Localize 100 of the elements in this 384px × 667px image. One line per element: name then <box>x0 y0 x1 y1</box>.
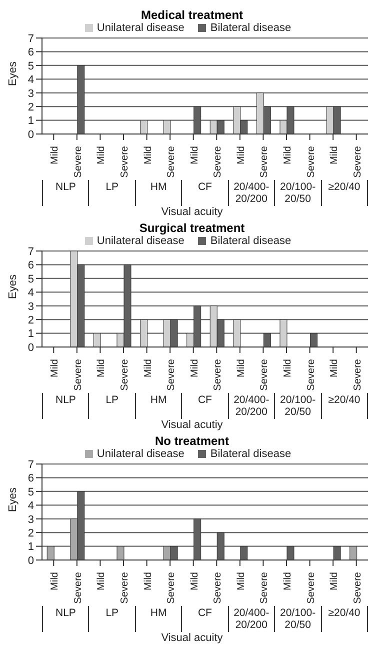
text: HM <box>134 180 182 206</box>
y-tick-label: 4 <box>28 74 34 86</box>
y-tick-label: 2 <box>28 314 34 326</box>
x-tick-label: Severe <box>166 572 178 604</box>
y-tick-label: 0 <box>28 342 34 354</box>
legend-label: Bilateral disease <box>210 235 292 247</box>
y-axis-title: Eyes <box>6 487 19 512</box>
legend-label: Bilateral disease <box>210 448 292 460</box>
y-tick-label: 0 <box>28 554 34 567</box>
y-tick-label: 5 <box>28 273 34 286</box>
x-tick-label: Mild <box>329 572 340 590</box>
text: LP <box>88 393 135 419</box>
y-tick-label: 4 <box>28 287 34 300</box>
x-tick-label: Severe <box>166 146 178 178</box>
text: CF <box>181 606 228 632</box>
x-tick-label: Severe <box>306 358 317 391</box>
chart-title: Surgical treatment <box>138 221 246 235</box>
y-tick-label: 3 <box>28 514 34 526</box>
y-tick-label: 6 <box>28 472 34 485</box>
legend-label: Unilateral disease <box>96 235 184 247</box>
y-tick-label: 7 <box>28 246 34 258</box>
y-tick-label: 4 <box>28 500 34 512</box>
x-tick-label: Severe <box>120 146 130 178</box>
x-tick-label: Mild <box>50 572 61 590</box>
y-tick-label: 6 <box>28 46 34 59</box>
x-tick-label: Mild <box>189 359 200 378</box>
x-tick-label: Mild <box>142 146 154 164</box>
x-tick-label: Severe <box>166 358 178 391</box>
y-tick-label: 5 <box>28 60 34 72</box>
x-tick-label: Mild <box>96 572 108 590</box>
x-tick-label: Severe <box>306 572 317 604</box>
x-tick-label: Mild <box>236 359 247 378</box>
legend-label: Bilateral disease <box>210 22 292 34</box>
y-tick-label: 2 <box>28 527 34 540</box>
y-tick-label: 3 <box>28 300 34 313</box>
x-axis-title: Visual acuity <box>160 632 224 645</box>
x-axis-title: Visual acutiy <box>160 419 224 432</box>
x-tick-label: Mild <box>96 146 108 164</box>
x-tick-label: Mild <box>329 146 340 164</box>
x-tick-label: Severe <box>72 358 84 391</box>
y-tick-label: 6 <box>28 260 34 272</box>
text: 20/100-20/50 <box>274 606 321 632</box>
x-axis-title: Visual acuity <box>160 206 224 219</box>
x-tick-label: Severe <box>72 146 84 178</box>
x-tick-label: Mild <box>50 146 61 164</box>
y-tick-label: 2 <box>28 101 34 114</box>
x-tick-label: Mild <box>189 572 200 590</box>
y-tick-label: 1 <box>28 328 34 340</box>
y-axis-title: Eyes <box>6 61 19 86</box>
text: 20/100-20/50 <box>274 180 321 206</box>
x-tick-label: Mild <box>329 359 340 378</box>
y-tick-label: 7 <box>28 458 34 471</box>
legend-label: Unilateral disease <box>96 448 184 460</box>
y-tick-label: 1 <box>28 541 34 554</box>
chart-title: Medical treatment <box>140 8 244 22</box>
x-tick-label: Severe <box>259 572 270 604</box>
x-tick-label: Severe <box>72 572 84 604</box>
chart-title: No treatment <box>154 434 230 448</box>
x-tick-label: Mild <box>282 359 294 378</box>
legend-label: Unilateral disease <box>96 22 184 34</box>
x-tick-label: Mild <box>189 146 200 164</box>
x-tick-label: Mild <box>236 572 247 590</box>
text: 20/100-20/50 <box>274 393 321 419</box>
x-tick-label: Severe <box>212 146 224 178</box>
text: CF <box>181 180 228 206</box>
text: HM <box>134 606 182 632</box>
x-tick-label: Mild <box>236 146 247 164</box>
text: ≥20/40 <box>320 606 368 632</box>
x-tick-label: Severe <box>212 358 224 391</box>
x-tick-label: Severe <box>120 358 130 391</box>
text: ≥20/40 <box>320 180 368 206</box>
x-tick-label: Mild <box>50 359 61 378</box>
x-tick-label: Severe <box>352 358 364 391</box>
x-tick-label: Severe <box>259 358 270 391</box>
y-tick-label: 7 <box>28 32 34 45</box>
x-tick-label: Severe <box>352 146 364 178</box>
text: LP <box>88 180 135 206</box>
text: 20/400-20/200 <box>228 606 274 632</box>
x-tick-label: Severe <box>352 572 364 604</box>
text: NLP <box>42 393 88 419</box>
text: NLP <box>42 606 88 632</box>
x-tick-label: Mild <box>96 359 108 378</box>
x-tick-label: Severe <box>306 146 317 178</box>
x-tick-label: Mild <box>282 572 294 590</box>
text: 20/400-20/200 <box>228 180 274 206</box>
x-tick-label: Mild <box>142 572 154 590</box>
text: LP <box>88 606 135 632</box>
y-tick-label: 1 <box>28 115 34 128</box>
x-tick-label: Severe <box>212 572 224 604</box>
text: 20/400-20/200 <box>228 393 274 419</box>
y-axis-title: Eyes <box>6 274 19 299</box>
x-tick-label: Mild <box>142 359 154 378</box>
x-tick-label: Severe <box>259 146 270 178</box>
text: ≥20/40 <box>320 393 368 419</box>
text: CF <box>181 393 228 419</box>
text: NLP <box>42 180 88 206</box>
text: HM <box>134 393 182 419</box>
y-tick-label: 3 <box>28 88 34 100</box>
y-tick-label: 0 <box>28 128 34 141</box>
x-tick-label: Severe <box>120 572 130 604</box>
